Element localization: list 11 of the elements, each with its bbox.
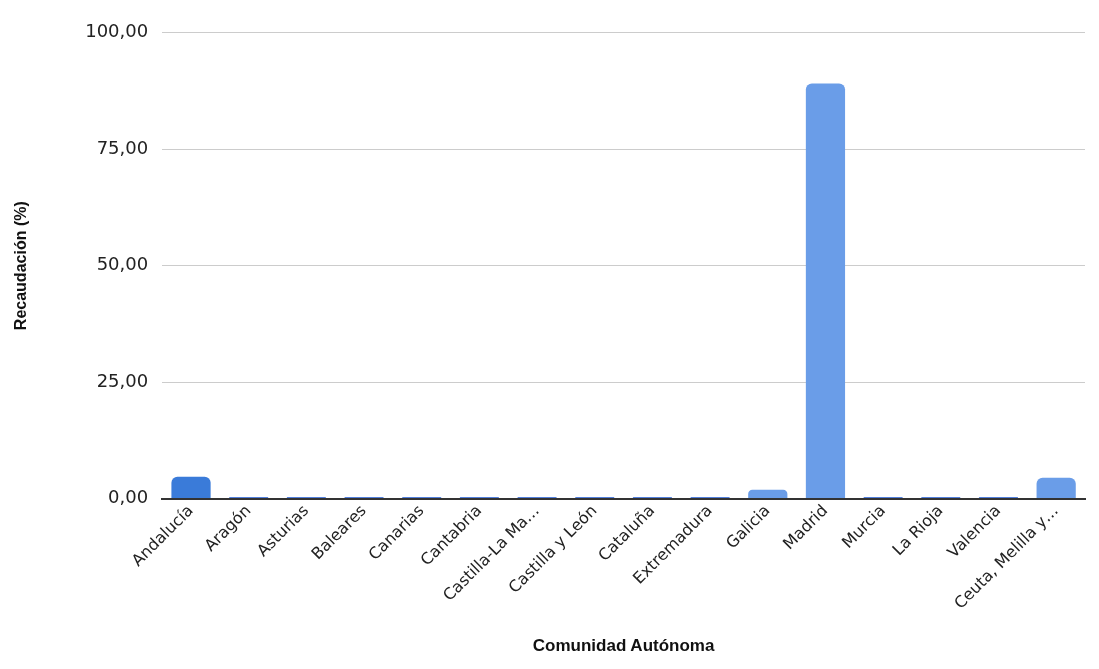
- y-axis-title: Recaudación (%): [12, 201, 30, 331]
- y-tick-label: 0,00: [108, 486, 149, 508]
- y-tick-label: 100,00: [85, 20, 149, 42]
- bar: [1036, 477, 1076, 499]
- bar: [748, 489, 788, 499]
- y-tick-label: 75,00: [96, 136, 149, 158]
- y-tick-label: 50,00: [96, 253, 149, 275]
- bar: [805, 83, 846, 499]
- y-tick-label: 25,00: [96, 369, 149, 391]
- bar: [171, 476, 211, 499]
- x-axis-title: Comunidad Autónoma: [532, 636, 715, 656]
